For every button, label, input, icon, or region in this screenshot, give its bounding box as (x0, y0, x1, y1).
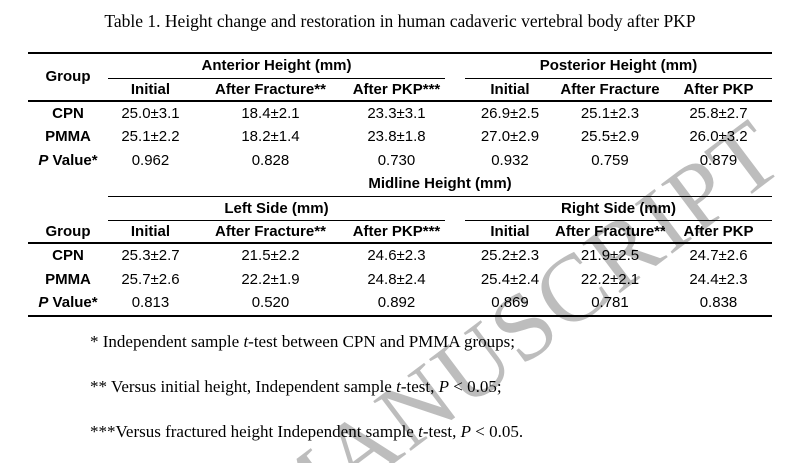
column-spacer (445, 291, 465, 316)
data-cell: 25.3±2.7 (121, 247, 180, 265)
span-header-row-1: Group Anterior Height (mm) Posterior Hei… (27, 53, 772, 102)
header-cell: After PKP*** (347, 78, 445, 102)
data-cell: 21.5±2.2 (241, 247, 300, 265)
row-label: P Value* (38, 294, 98, 312)
data-cell: 0.962 (131, 151, 170, 169)
group-column-header: Group (27, 53, 108, 102)
column-spacer (445, 101, 465, 126)
table-row-pvalue: P Value* 0.962 0.828 0.730 0.932 0.759 0… (28, 149, 772, 173)
data-cell: 26.0±3.2 (689, 128, 748, 146)
table-footnotes: * Independent sample t-test between CPN … (90, 331, 800, 441)
midline-height-header: Midline Height (mm) (107, 172, 772, 197)
data-cell: 24.8±2.4 (367, 270, 426, 288)
column-header-row-1: Initial After Fracture** After PKP*** In… (28, 78, 772, 102)
header-cell: After Fracture** (192, 78, 348, 102)
data-cell: 24.6±2.3 (367, 247, 426, 265)
table-caption: Table 1. Height change and restoration i… (104, 11, 696, 31)
group-column-header: Group (27, 220, 108, 244)
data-cell: 18.4±2.1 (241, 104, 300, 122)
left-side-header: Left Side (mm) (107, 196, 445, 221)
header-cell: Initial (464, 78, 555, 102)
data-cell: 0.892 (377, 294, 416, 312)
data-cell: 0.932 (491, 151, 529, 169)
row-label: CPN (52, 104, 84, 122)
data-cell: 25.1±2.2 (121, 128, 180, 146)
data-cell: 26.9±2.5 (480, 104, 540, 122)
header-cell: After PKP*** (347, 220, 445, 244)
table-row-cpn: CPN 25.0±3.1 18.4±2.1 23.3±3.1 26.9±2.5 … (28, 101, 772, 126)
header-cell: Initial (464, 220, 555, 244)
data-cell: 25.2±2.3 (480, 247, 540, 265)
column-spacer (445, 125, 465, 149)
page-content: Table 1. Height change and restoration i… (27, 11, 800, 441)
column-spacer (445, 149, 465, 173)
column-spacer (445, 243, 465, 268)
data-cell: 25.5±2.9 (580, 128, 640, 146)
data-cell: 0.730 (377, 151, 416, 169)
data-cell: 25.0±3.1 (121, 104, 180, 122)
empty-cell (28, 196, 108, 221)
right-side-header: Right Side (mm) (464, 196, 772, 221)
data-cell: 23.8±1.8 (367, 128, 426, 146)
header-cell: After PKP (664, 78, 772, 102)
midline-header-row: Midline Height (mm) (28, 172, 772, 197)
row-label: P Value* (38, 151, 98, 169)
data-cell: 0.879 (699, 151, 738, 169)
data-cell: 27.0±2.9 (480, 128, 540, 146)
table-row-pmma: PMMA 25.7±2.6 22.2±1.9 24.8±2.4 25.4±2.4… (28, 268, 772, 292)
empty-cell (28, 172, 108, 196)
column-spacer (445, 268, 465, 292)
height-change-table: Group Anterior Height (mm) Posterior Hei… (27, 52, 772, 317)
data-cell: 0.838 (699, 294, 738, 312)
row-label: CPN (52, 247, 84, 265)
footnote-1: * Independent sample t-test between CPN … (90, 331, 515, 351)
data-cell: 22.2±1.9 (241, 270, 300, 288)
column-spacer (445, 53, 465, 78)
posterior-height-header: Posterior Height (mm) (464, 53, 772, 79)
table-row-pmma: PMMA 25.1±2.2 18.2±1.4 23.8±1.8 27.0±2.9… (28, 125, 772, 149)
table-row-pvalue: P Value* 0.813 0.520 0.892 0.869 0.781 0… (28, 291, 772, 316)
header-cell: After PKP (664, 220, 772, 244)
data-cell: 0.520 (251, 294, 290, 312)
footnote-3: ***Versus fractured height Independent s… (90, 421, 524, 441)
row-label: PMMA (45, 270, 91, 288)
data-cell: 22.2±2.1 (580, 270, 640, 288)
column-spacer (444, 78, 465, 102)
column-spacer (445, 196, 465, 221)
data-cell: 0.828 (251, 151, 290, 169)
data-cell: 0.869 (491, 294, 529, 312)
data-cell: 0.759 (591, 151, 629, 169)
header-cell: Initial (107, 78, 193, 102)
header-cell: Initial (107, 220, 193, 244)
data-cell: 23.3±3.1 (367, 104, 426, 122)
data-cell: 21.9±2.5 (580, 247, 640, 265)
data-cell: 25.8±2.7 (689, 104, 748, 122)
column-spacer (444, 220, 465, 244)
footnote-2: ** Versus initial height, Independent sa… (90, 376, 502, 396)
data-cell: 25.7±2.6 (121, 270, 180, 288)
data-cell: 25.4±2.4 (480, 270, 540, 288)
data-cell: 0.781 (591, 294, 629, 312)
span-header-row-2: Left Side (mm) Right Side (mm) (28, 196, 772, 221)
anterior-height-header: Anterior Height (mm) (107, 53, 445, 79)
header-cell: After Fracture** (554, 220, 665, 244)
header-cell: After Fracture** (192, 220, 348, 244)
table-row-cpn: CPN 25.3±2.7 21.5±2.2 24.6±2.3 25.2±2.3 … (28, 243, 772, 268)
data-cell: 0.813 (131, 294, 170, 312)
data-cell: 24.7±2.6 (689, 247, 748, 265)
header-cell: After Fracture (554, 78, 665, 102)
row-label: PMMA (45, 128, 91, 146)
data-cell: 25.1±2.3 (580, 104, 640, 122)
data-cell: 18.2±1.4 (241, 128, 300, 146)
data-cell: 24.4±2.3 (689, 270, 748, 288)
column-header-row-2: Group Initial After Fracture** After PKP… (27, 220, 772, 244)
